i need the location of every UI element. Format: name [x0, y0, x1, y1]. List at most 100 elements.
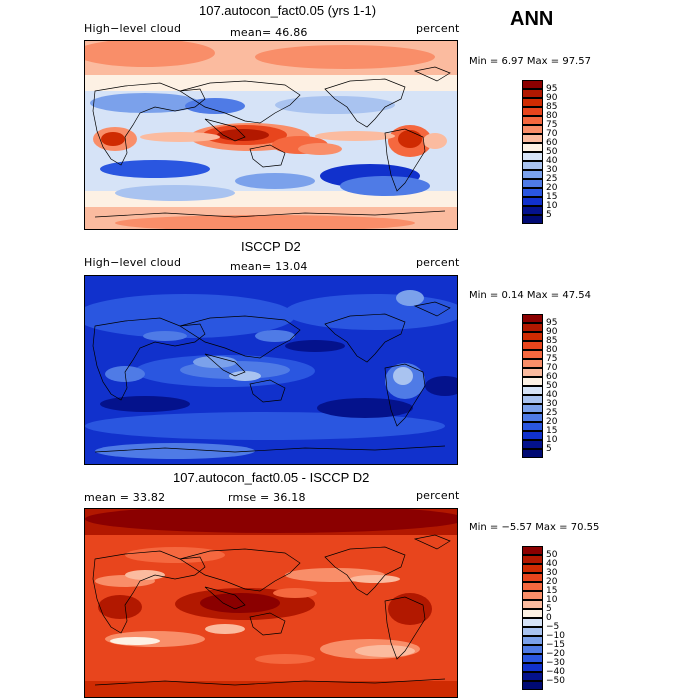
colorbar-swatch [522, 215, 543, 224]
colorbar-tick-label: 85 [546, 336, 558, 346]
colorbar-tick-label: 40 [546, 559, 558, 569]
colorbar-swatch [522, 152, 543, 161]
colorbar-tick-label: −50 [546, 676, 565, 686]
colorbar-swatch [522, 555, 543, 564]
colorbar-tick-label: 10 [546, 595, 558, 605]
colorbar-tick-label: 75 [546, 354, 558, 364]
colorbar-tick-label: 40 [546, 390, 558, 400]
colorbar-tick-label: 25 [546, 408, 558, 418]
colorbar-tick-label: 25 [546, 174, 558, 184]
panel2-mean: mean= 13.04 [230, 260, 308, 273]
colorbar-swatch [522, 350, 543, 359]
panel1-title: 107.autocon_fact0.05 (yrs 1-1) [199, 3, 377, 18]
colorbar-swatch [522, 116, 543, 125]
colorbar-swatch [522, 609, 543, 618]
panel2-map-field [85, 276, 457, 464]
colorbar-tick-label: 5 [546, 444, 552, 454]
panel1-units: percent [416, 22, 460, 35]
colorbar-swatch [522, 143, 543, 152]
colorbar-swatch [522, 125, 543, 134]
colorbar-swatch [522, 645, 543, 654]
colorbar-tick-label: 50 [546, 550, 558, 560]
colorbar-tick-label: 75 [546, 120, 558, 130]
season-label: ANN [510, 8, 554, 30]
panel2-map [84, 275, 458, 465]
colorbar-swatch [522, 681, 543, 690]
colorbar-tick-label: 5 [546, 210, 552, 220]
colorbar-swatch [522, 564, 543, 573]
colorbar-swatch [522, 413, 543, 422]
colorbar-swatch [522, 179, 543, 188]
colorbar-tick-label: 50 [546, 381, 558, 391]
colorbar-swatch [522, 618, 543, 627]
panel2-variable-label: High−level cloud [84, 256, 182, 269]
colorbar-swatch [522, 359, 543, 368]
colorbar-tick-label: 60 [546, 138, 558, 148]
colorbar-tick-label: −20 [546, 649, 565, 659]
colorbar-tick-label: −40 [546, 667, 565, 677]
panel2-minmax: Min = 0.14 Max = 47.54 [469, 290, 591, 301]
colorbar-swatch [522, 636, 543, 645]
colorbar-tick-label: 15 [546, 426, 558, 436]
colorbar-swatch [522, 377, 543, 386]
colorbar-swatch [522, 98, 543, 107]
colorbar-swatch [522, 440, 543, 449]
colorbar-swatch [522, 627, 543, 636]
colorbar-swatch [522, 404, 543, 413]
colorbar-tick-label: 30 [546, 568, 558, 578]
colorbar-tick-label: 90 [546, 93, 558, 103]
panel2-title: ISCCP D2 [241, 239, 301, 254]
panel1-mean: mean= 46.86 [230, 26, 308, 39]
colorbar-tick-label: 85 [546, 102, 558, 112]
colorbar-tick-label: 40 [546, 156, 558, 166]
colorbar-swatch [522, 341, 543, 350]
colorbar-tick-label: −5 [546, 622, 560, 632]
colorbar-swatch [522, 161, 543, 170]
colorbar-swatch [522, 663, 543, 672]
colorbar-swatch [522, 107, 543, 116]
colorbar-tick-label: 15 [546, 192, 558, 202]
colorbar-tick-label: 70 [546, 129, 558, 139]
colorbar-tick-label: 20 [546, 577, 558, 587]
panel1-colorbar: 95 90 85 80 75 70 60 50 40 30 25 20 15 10 5 [522, 80, 582, 230]
panel2-colorbar: 95 90 85 80 75 70 60 50 40 30 25 20 15 10 5 [522, 314, 582, 464]
colorbar-swatch [522, 654, 543, 663]
panel3-colorbar: 50 40 30 20 15 10 5 0 −5 −10 −15 −20 −30 −40 −50 [522, 546, 582, 696]
panel3-rmse: rmse = 36.18 [228, 491, 306, 504]
colorbar-tick-label: 5 [546, 604, 552, 614]
colorbar-swatch [522, 431, 543, 440]
colorbar-tick-label: −30 [546, 658, 565, 668]
colorbar-swatch [522, 591, 543, 600]
panel3-map-field [85, 509, 457, 697]
panel2-units: percent [416, 256, 460, 269]
colorbar-swatch [522, 386, 543, 395]
colorbar-swatch [522, 197, 543, 206]
colorbar-tick-label: 15 [546, 586, 558, 596]
colorbar-swatch [522, 170, 543, 179]
colorbar-swatch [522, 395, 543, 404]
colorbar-swatch [522, 582, 543, 591]
panel1-map-field [85, 41, 457, 229]
colorbar-tick-label: 80 [546, 111, 558, 121]
colorbar-tick-label: 20 [546, 417, 558, 427]
colorbar-tick-label: 50 [546, 147, 558, 157]
colorbar-swatch [522, 332, 543, 341]
colorbar-tick-label: 95 [546, 318, 558, 328]
colorbar-swatch [522, 600, 543, 609]
colorbar-swatch [522, 449, 543, 458]
colorbar-tick-label: 95 [546, 84, 558, 94]
colorbar-tick-label: −15 [546, 640, 565, 650]
colorbar-tick-label: 70 [546, 363, 558, 373]
colorbar-tick-label: 10 [546, 435, 558, 445]
panel1-variable-label: High−level cloud [84, 22, 182, 35]
panel3-units: percent [416, 489, 460, 502]
panel1-map [84, 40, 458, 230]
colorbar-swatch [522, 573, 543, 582]
colorbar-tick-label: 30 [546, 165, 558, 175]
panel3-title: 107.autocon_fact0.05 - ISCCP D2 [173, 470, 370, 485]
panel1-minmax: Min = 6.97 Max = 97.57 [469, 56, 591, 67]
colorbar-swatch [522, 314, 543, 323]
colorbar-swatch [522, 368, 543, 377]
colorbar-swatch [522, 323, 543, 332]
colorbar-tick-label: 10 [546, 201, 558, 211]
